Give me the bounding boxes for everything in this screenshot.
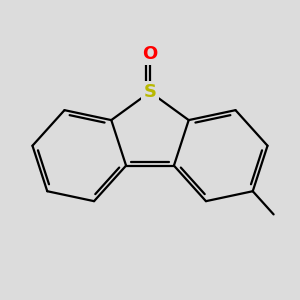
Text: O: O bbox=[142, 45, 158, 63]
Text: S: S bbox=[143, 83, 157, 101]
